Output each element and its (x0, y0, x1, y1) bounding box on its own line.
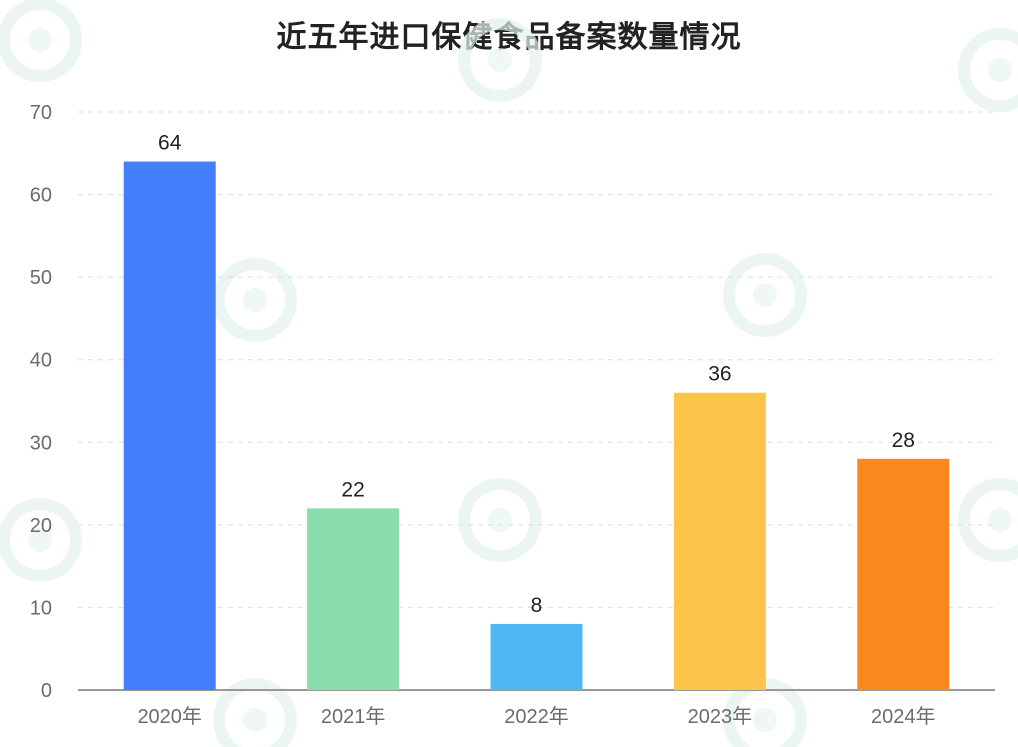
watermark-logo (958, 478, 1018, 562)
bars (123, 161, 950, 691)
y-tick-label: 50 (30, 267, 52, 289)
x-tick-label: 2023年 (688, 705, 753, 728)
y-tick-label: 20 (30, 515, 52, 537)
x-tick-label: 2024年 (871, 705, 936, 728)
bar-2024年 (857, 458, 950, 690)
y-tick-label: 70 (30, 102, 52, 124)
watermark-logo (213, 258, 297, 342)
watermark-logo (458, 478, 542, 562)
data-label: 64 (158, 132, 182, 155)
data-label: 22 (341, 478, 364, 501)
x-tick-label: 2021年 (321, 705, 386, 728)
bar-2020年 (123, 161, 216, 691)
watermark-logo (213, 678, 297, 747)
x-tick-label: 2020年 (137, 705, 202, 728)
watermark-logo (458, 18, 542, 102)
x-tick-label: 2022年 (504, 705, 569, 728)
bar-2023年 (673, 392, 766, 690)
watermark-logo (0, 0, 82, 82)
y-tick-label: 30 (30, 432, 52, 454)
y-tick-label: 60 (30, 185, 52, 207)
data-label: 36 (708, 363, 731, 386)
watermark-logo (0, 498, 82, 582)
y-tick-label: 10 (30, 597, 52, 619)
data-labels: 64 22 8 36 28 (158, 132, 915, 617)
bar-2022年 (490, 623, 583, 690)
x-axis-ticks: 2020年 2021年 2022年 2023年 2024年 (137, 705, 935, 728)
watermark-logo (958, 28, 1018, 112)
y-tick-label: 40 (30, 350, 52, 372)
data-label: 28 (892, 429, 915, 452)
y-tick-label: 0 (41, 680, 52, 702)
bar-2021年 (307, 508, 400, 690)
watermark-logo (723, 253, 807, 337)
y-axis-ticks: 0 10 20 30 40 50 60 70 (30, 102, 52, 702)
data-label: 8 (531, 594, 543, 617)
